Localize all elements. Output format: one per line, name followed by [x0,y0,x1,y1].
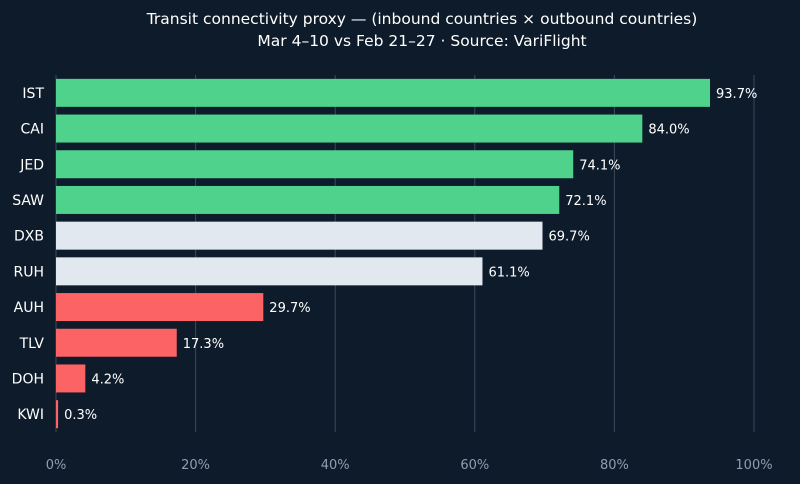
category-label-dxb: DXB [14,229,44,245]
bar-ist [56,78,711,107]
value-label-dxb: 69.7% [549,230,590,245]
value-label-jed: 74.1% [579,158,620,173]
x-tick-label-60: 60% [460,458,489,473]
x-tick-label-100: 100% [735,458,772,473]
chart-title: Transit connectivity proxy — (inbound co… [146,10,698,28]
value-label-doh: 4.2% [91,372,124,387]
chart-subtitle: Mar 4–10 vs Feb 21–27 · Source: VariFlig… [257,32,586,50]
x-tick-label-0: 0% [46,458,67,473]
category-label-saw: SAW [12,193,44,209]
bar-ruh [56,257,483,286]
bar-dxb [56,221,543,250]
value-label-ist: 93.7% [716,87,757,102]
x-tick-label-40: 40% [321,458,350,473]
category-label-ruh: RUH [13,264,44,280]
bar-saw [56,185,560,214]
value-label-saw: 72.1% [565,194,606,209]
value-label-kwi: 0.3% [64,408,97,423]
value-label-cai: 84.0% [648,123,689,138]
bars: IST 93.7% CAI 84.0% JED 74.1% SAW 72.1% DXB 69.7%… [12,78,757,429]
x-tick-label-20: 20% [181,458,210,473]
bar-auh [56,293,264,322]
category-label-kwi: KWI [17,407,44,423]
bar-jed [56,150,574,179]
category-label-jed: JED [19,157,44,173]
category-label-cai: CAI [21,122,44,138]
bar-cai [56,114,643,143]
value-label-auh: 29.7% [269,301,310,316]
x-axis-ticks: 0% 20% 40% 60% 80% 100% [46,458,773,473]
category-label-doh: DOH [12,371,44,387]
bar-tlv [56,328,177,357]
x-tick-label-80: 80% [600,458,629,473]
bar-doh [56,364,86,393]
category-label-auh: AUH [14,300,44,316]
bar-kwi [56,400,59,429]
category-label-ist: IST [22,86,44,102]
value-label-tlv: 17.3% [183,337,224,352]
category-label-tlv: TLV [19,336,45,352]
value-label-ruh: 61.1% [488,265,529,280]
